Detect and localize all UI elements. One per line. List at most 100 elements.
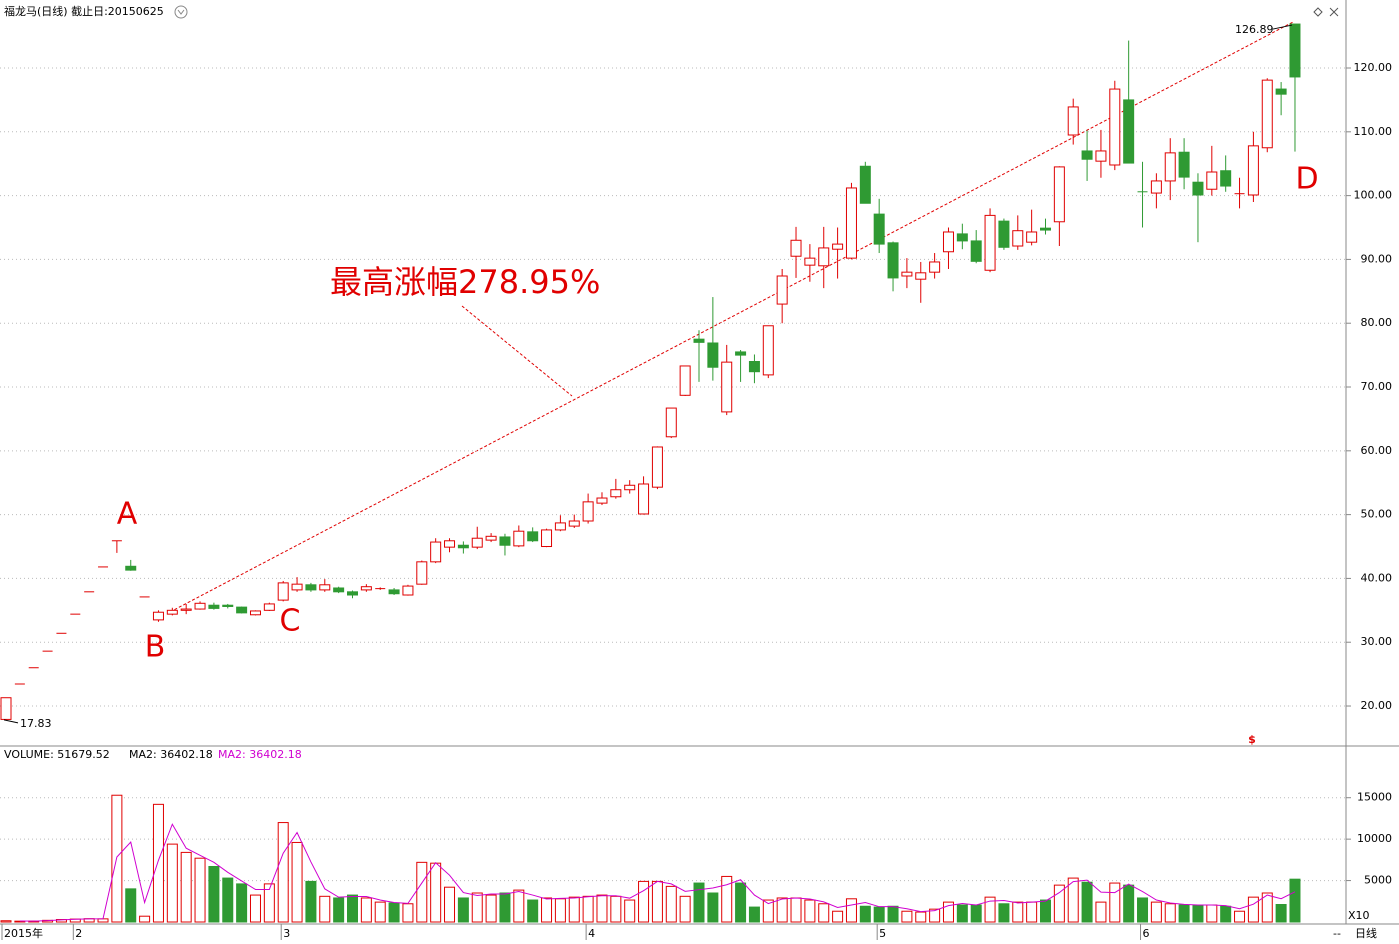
volume-bar <box>693 882 705 923</box>
y-tick-label: 40.00 <box>1361 571 1393 584</box>
close-icon[interactable] <box>1329 7 1339 17</box>
volume-bar <box>402 903 414 923</box>
volume-bar <box>790 897 802 923</box>
volume-bar <box>915 911 927 923</box>
volume-bar <box>970 904 982 923</box>
candle-body <box>485 535 497 541</box>
candle-body <box>444 540 456 548</box>
point-annotation: B <box>145 630 166 665</box>
volume-bar <box>347 894 358 923</box>
volume-bar <box>984 896 996 923</box>
x-tick-label: 6 <box>1143 927 1150 940</box>
event-marker: $ <box>1248 733 1256 746</box>
x-tick-label: 2 <box>75 927 82 940</box>
volume-bar <box>1012 901 1024 923</box>
candle-body <box>748 360 760 373</box>
candle-body <box>360 586 372 591</box>
candle-body <box>513 530 525 547</box>
volume-bar <box>956 904 968 923</box>
x-tick-label: 3 <box>283 927 290 940</box>
volume-bar <box>901 910 913 923</box>
volume-bar <box>139 915 151 923</box>
candle-body <box>319 584 331 591</box>
candle-body <box>707 342 719 368</box>
candle-body <box>998 220 1010 248</box>
candle-body <box>208 604 220 609</box>
volume-bar <box>1109 882 1121 923</box>
volume-bar <box>222 877 234 923</box>
candle-body <box>1275 88 1287 95</box>
volume-bar <box>1026 901 1038 923</box>
candle-body <box>416 561 428 585</box>
volume-bar <box>1289 878 1301 923</box>
candle-body <box>1123 99 1135 164</box>
volume-bar <box>471 892 483 923</box>
candle-body <box>693 338 705 343</box>
candle-body <box>457 544 469 549</box>
candle-body <box>277 582 289 601</box>
volume-bar <box>873 906 885 923</box>
candle-body <box>152 611 164 621</box>
volume-bar <box>360 897 372 923</box>
volume-bar <box>485 894 497 923</box>
diamond-icon[interactable] <box>1313 7 1323 17</box>
y-tick-label: 120.00 <box>1354 61 1393 74</box>
y-tick-label: 60.00 <box>1361 444 1393 457</box>
point-annotation: D <box>1295 162 1318 197</box>
candle-body <box>818 247 830 267</box>
candle-body <box>970 240 982 262</box>
y-tick-label: 80.00 <box>1361 316 1393 329</box>
candle-body <box>610 489 622 498</box>
volume-bar <box>1247 896 1259 923</box>
candle-body <box>1081 150 1093 160</box>
candle-body <box>929 261 941 273</box>
candle-body <box>125 565 137 571</box>
volume-bar <box>166 843 178 923</box>
volume-bar <box>194 857 206 923</box>
volume-bar <box>1164 903 1176 923</box>
volume-bar <box>638 880 650 923</box>
volume-bar <box>998 903 1010 923</box>
candle-body <box>554 522 566 531</box>
volume-bar <box>1192 904 1204 923</box>
volume-bar <box>1053 884 1065 923</box>
volume-bar <box>1137 897 1149 923</box>
candle-body <box>887 242 899 279</box>
candle-body <box>873 213 885 245</box>
volume-bar <box>152 803 164 923</box>
volume-bar <box>1081 881 1093 923</box>
volume-bar <box>0 920 12 923</box>
candle-body <box>776 275 788 305</box>
volume-bar <box>1123 884 1135 923</box>
volume-bar <box>291 841 303 923</box>
candle-body <box>541 529 553 548</box>
volume-bar <box>776 897 788 923</box>
y-tick-label: 15000 <box>1357 791 1392 804</box>
volume-bar <box>333 897 345 923</box>
candle-body <box>832 243 844 250</box>
scale-label: X10 <box>1348 909 1370 922</box>
volume-bar <box>236 883 248 923</box>
title-icon[interactable] <box>174 5 188 19</box>
candle-body <box>430 541 442 563</box>
candle-body <box>942 231 954 253</box>
candle-body <box>1164 152 1176 182</box>
volume-bar <box>1275 904 1287 923</box>
candle-body <box>1206 171 1218 190</box>
volume-bar <box>596 894 608 923</box>
candle-body <box>1012 230 1024 247</box>
ma-header-colored: MA2: 36402.18 <box>218 748 302 761</box>
period-label[interactable]: 日线 <box>1355 926 1377 940</box>
candle-body <box>263 603 275 611</box>
candle-body <box>582 501 594 522</box>
pointer-line <box>461 305 573 397</box>
candle-body <box>638 483 650 515</box>
candle-body <box>735 351 747 356</box>
x-tick-label: 4 <box>588 927 595 940</box>
volume-bar <box>735 882 747 923</box>
candle-body <box>1247 145 1259 196</box>
volume-bar <box>582 895 594 923</box>
y-tick-label: 90.00 <box>1361 252 1393 265</box>
volume-bar <box>1220 905 1232 923</box>
